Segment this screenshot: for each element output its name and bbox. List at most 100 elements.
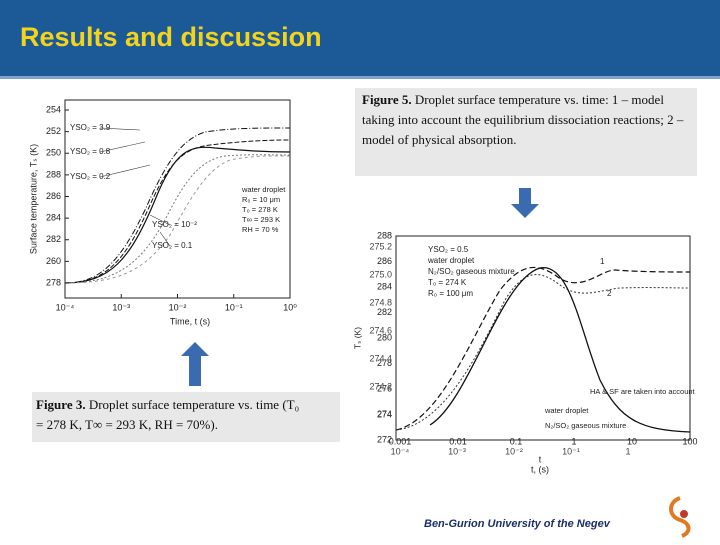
- legend-text: YSO₂ = 0.5: [428, 245, 469, 254]
- logo-dot: [680, 510, 688, 518]
- legend-text: RH = 70 %: [242, 225, 279, 234]
- x-tick-label: 100: [682, 436, 697, 446]
- x-axis-label: Time, t (s): [170, 316, 210, 326]
- header-rule: [0, 76, 720, 79]
- legend-text: R₀ = 10 μm: [242, 195, 280, 204]
- legend-text: R₀ = 100 μm: [428, 289, 473, 298]
- arrow-down: [511, 188, 539, 218]
- x-tick-label: 10⁻³: [448, 446, 466, 456]
- caption-text: Droplet surface temperature vs. time: 1 …: [412, 92, 665, 107]
- figure-caption: Figure 3. Droplet surface temperature vs…: [36, 397, 299, 412]
- institution: Ben-Gurion University of the Negev: [424, 518, 611, 530]
- curve: [64, 127, 291, 284]
- curve: [64, 155, 291, 284]
- legend-text: water droplet: [241, 185, 286, 194]
- curve-label: YSO₂ = 0.8: [70, 147, 111, 156]
- note-text: HA & SF are taken into account: [590, 387, 696, 396]
- figure-caption: Figure 5. Droplet surface temperature vs…: [362, 92, 664, 107]
- y-tick-label: 276: [377, 383, 392, 393]
- y-tick-label: 275.2: [369, 241, 392, 251]
- logo: [669, 496, 691, 538]
- y-tick-label: 288: [46, 169, 61, 179]
- x-tick-label: 1: [571, 436, 576, 446]
- y-tick-label: 282: [46, 234, 61, 244]
- caption-label: Figure 3.: [36, 397, 86, 412]
- x-tick-label: 0.001: [389, 436, 412, 446]
- y-tick-label: 254: [46, 104, 61, 114]
- curve-label: YSO₂ = 0.1: [152, 241, 193, 250]
- y-tick-label: 274.6: [369, 325, 392, 335]
- y-tick-label: 284: [46, 213, 61, 223]
- x-tick-label: 10⁻¹: [562, 446, 580, 456]
- legend-text: T∞ = 293 K: [242, 215, 280, 224]
- y-tick-label: 274.4: [369, 353, 392, 363]
- y-tick-label: 274: [377, 409, 392, 419]
- caption-box: [32, 392, 340, 442]
- x-axis-label: t: [539, 454, 542, 464]
- x-tick-label: 10⁻³: [112, 302, 130, 312]
- y-tick-label: 274.2: [369, 381, 392, 391]
- y-tick-label: 274: [377, 409, 392, 419]
- y-tick-label: 286: [46, 191, 61, 201]
- y-tick-label: 272: [377, 434, 392, 444]
- legend-text: T₀ = 274 K: [428, 278, 467, 287]
- leader: [99, 127, 141, 131]
- curve-label: YSO₂ = 3.9: [70, 123, 111, 132]
- y-tick-label: 288: [377, 230, 392, 240]
- legend-text: water droplet: [427, 256, 475, 265]
- x-tick-label: 0.1: [510, 436, 523, 446]
- left-figure: Surface temperature, Tₛ (K) Time, t (s) …: [28, 99, 297, 326]
- note-text: N₂/SO₂ gaseous mixture: [545, 421, 626, 430]
- x-tick-label: 10⁻²: [169, 302, 187, 312]
- x-tick-label: 10⁻⁴: [56, 302, 75, 312]
- x-tick-label: 10⁰: [283, 302, 297, 312]
- curve: [395, 266, 691, 431]
- arrow-up: [181, 342, 209, 386]
- x-tick-label: 10⁻²: [505, 446, 523, 456]
- legend-text: N₂/SO₂ gaseous mixture: [428, 267, 515, 276]
- note-text: water droplet: [544, 406, 589, 415]
- legend-text: T₀ = 278 K: [242, 205, 278, 214]
- y-tick-label: 286: [377, 256, 392, 266]
- curve: [64, 139, 291, 284]
- curve: [64, 154, 291, 284]
- plot-frame: [395, 235, 691, 441]
- x-axis-label: t, (s): [531, 464, 549, 474]
- slide-title: Results and discussion: [20, 22, 322, 52]
- leader: [149, 214, 171, 226]
- curve: [395, 274, 691, 431]
- x-tick-label: 10⁻¹: [225, 302, 243, 312]
- x-tick-label: 1: [625, 446, 630, 456]
- y-tick-label: 275.0: [369, 269, 392, 279]
- y-tick-label: 252: [46, 126, 61, 136]
- x-tick-label: 10: [627, 436, 637, 446]
- curve-label: YSO₂ = 0.2: [70, 172, 111, 181]
- logo-swirl: [669, 496, 691, 538]
- caption-text: Droplet surface temperature vs. time (T₀: [86, 397, 300, 412]
- y-tick-label: 280: [377, 332, 392, 342]
- curve-label: YSO₂ = 10⁻²: [152, 220, 197, 229]
- leader: [159, 231, 171, 247]
- header-band: [0, 0, 720, 76]
- y-axis-label: Surface temperature, Tₛ (K): [28, 144, 38, 254]
- curve-label: 2: [607, 289, 612, 298]
- caption-label: Figure 5.: [362, 92, 412, 107]
- x-tick-label: 10⁻⁴: [391, 446, 410, 456]
- curve: [429, 267, 691, 433]
- y-tick-label: 284: [377, 281, 392, 291]
- y-tick-label: 282: [377, 307, 392, 317]
- y-tick-label: 260: [46, 256, 61, 266]
- y-tick-label: 250: [46, 148, 61, 158]
- y-tick-label: 274.8: [369, 297, 392, 307]
- y-axis-label: Tₛ (K): [352, 327, 362, 349]
- leader: [99, 164, 151, 178]
- x-tick-label: 0.01: [449, 436, 467, 446]
- plot-frame: [64, 99, 291, 299]
- y-tick-label: 278: [46, 277, 61, 287]
- caption-text: = 278 K, T∞ = 293 K, RH = 70%).: [36, 417, 218, 432]
- curve-label: 1: [600, 257, 605, 266]
- right-figure: Tₛ (K) t t, (s) 1 2 28828628428228027827…: [352, 230, 697, 474]
- caption-box: [355, 88, 697, 176]
- caption-text: taking into account the equilibrium diss…: [362, 112, 684, 127]
